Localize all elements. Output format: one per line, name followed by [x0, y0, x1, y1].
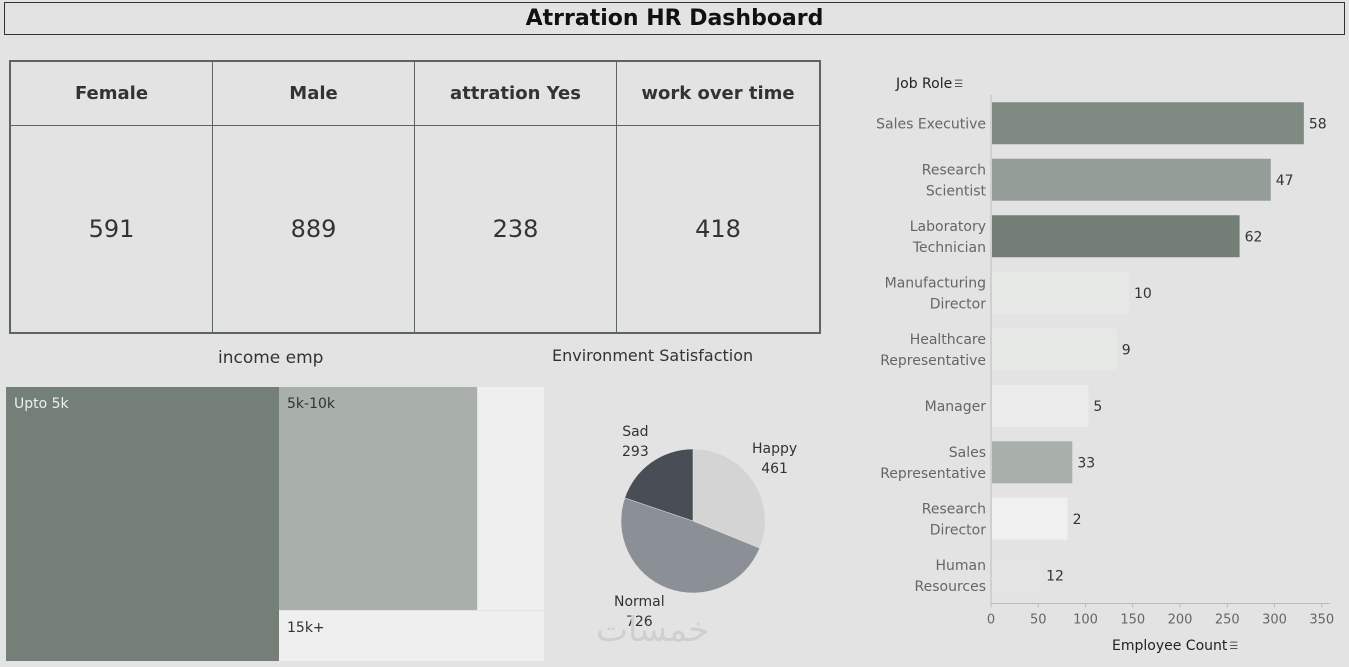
x-tick-label: 300	[1262, 613, 1287, 628]
treemap-cell-upto-5k[interactable]: Upto 5k	[6, 387, 279, 661]
kpi-header-overtime: work over time	[617, 62, 819, 126]
kpi-header-male: Male	[213, 62, 415, 126]
bar-value-label: 58	[1309, 116, 1327, 132]
bar-category-label: Healthcare Representative	[880, 332, 986, 369]
dashboard-title-bar: Atrration HR Dashboard	[4, 2, 1345, 35]
bar-category-label: Sales Representative	[880, 445, 986, 482]
kpi-header-female: Female	[11, 62, 213, 126]
bar-y-axis-title[interactable]: Job Role ☰	[896, 76, 963, 92]
bar-value-label: 47	[1276, 173, 1294, 189]
pie-label-normal-name: Normal	[614, 594, 665, 610]
pie-label-sad-value: 293	[622, 444, 649, 460]
treemap-cell-5k-10k[interactable]: 5k-10k	[279, 387, 477, 610]
kpi-value-male: 889	[213, 126, 415, 332]
x-tick-label: 50	[1030, 613, 1047, 628]
pie-title: Environment Satisfaction	[552, 346, 754, 365]
pie-slice-happy[interactable]	[692, 448, 766, 549]
bar-healthcare-representative[interactable]	[992, 328, 1117, 371]
bar-research-scientist[interactable]	[992, 158, 1271, 201]
treemap-cell-15k-plus[interactable]: 15k+	[279, 610, 544, 661]
x-tick-label: 200	[1168, 613, 1193, 628]
pie-label-normal: Normal 726	[614, 592, 665, 632]
dashboard-title: Atrration HR Dashboard	[525, 6, 824, 31]
x-tick-label: 100	[1073, 613, 1098, 628]
pie-label-happy-name: Happy	[752, 441, 798, 457]
bar-category-label: Manufacturing Director	[885, 275, 987, 312]
pie-label-sad: Sad 293	[622, 422, 649, 462]
bar-value-label: 62	[1245, 229, 1263, 245]
watermark: خمسات	[596, 610, 710, 650]
treemap-cell-10k-15k[interactable]	[477, 387, 544, 610]
bar-sales-executive[interactable]	[992, 102, 1304, 145]
bar-manager[interactable]	[992, 384, 1089, 427]
bar-x-axis-title-text: Employee Count	[1112, 638, 1228, 654]
x-tick-label: 350	[1309, 613, 1334, 628]
bar-category-label: Sales Executive	[876, 116, 986, 132]
bar-laboratory-technician[interactable]	[992, 215, 1240, 258]
income-title: income emp	[218, 348, 324, 368]
kpi-header-attrition: attration Yes	[415, 62, 617, 126]
kpi-value-attrition: 238	[415, 126, 617, 332]
bar-human-resources[interactable]	[992, 554, 1042, 597]
bar-value-label: 5	[1093, 399, 1102, 415]
pie-slice-normal[interactable]	[620, 497, 761, 594]
bar-value-label: 9	[1122, 342, 1131, 358]
x-tick-label: 250	[1215, 613, 1240, 628]
bar-category-label: Human Resources	[915, 558, 987, 595]
kpi-value-overtime: 418	[695, 215, 741, 243]
bar-value-label: 2	[1073, 512, 1082, 528]
bar-category-label: Manager	[925, 399, 987, 415]
bar-value-label: 33	[1077, 455, 1095, 471]
pie-label-normal-value: 726	[625, 614, 653, 630]
bar-value-label: 12	[1046, 568, 1064, 584]
pie-label-happy-value: 461	[761, 461, 788, 477]
kpi-table: Female Male attration Yes work over time…	[9, 60, 821, 334]
sort-icon[interactable]: ☰	[1229, 640, 1239, 652]
bar-category-label: Research Scientist	[922, 162, 987, 199]
job-role-bar-chart: 58 Sales Executive 47 Research Scientist 62 La…	[876, 95, 1334, 628]
pie-slice-sad[interactable]	[624, 448, 694, 522]
income-treemap: Upto 5k 5k-10k 15k+	[6, 387, 544, 661]
bar-manufacturing-director[interactable]	[992, 271, 1130, 314]
pie-chart	[620, 448, 766, 594]
bar-y-axis-title-text: Job Role	[896, 76, 953, 92]
x-tick-label: 150	[1120, 613, 1145, 628]
sort-icon[interactable]: ☰	[954, 78, 964, 90]
bar-research-director[interactable]	[992, 497, 1068, 540]
bar-sales-representative[interactable]	[992, 441, 1073, 484]
bar-category-label: Laboratory Technician	[910, 219, 986, 256]
bar-x-axis-title[interactable]: Employee Count ☰	[1112, 638, 1238, 654]
bar-value-label: 10	[1134, 286, 1152, 302]
pie-label-sad-name: Sad	[622, 424, 649, 440]
x-tick-label: 0	[987, 613, 995, 628]
pie-label-happy: Happy 461	[752, 439, 797, 479]
kpi-value-female: 591	[11, 126, 213, 332]
bar-category-label: Research Director	[922, 501, 986, 538]
